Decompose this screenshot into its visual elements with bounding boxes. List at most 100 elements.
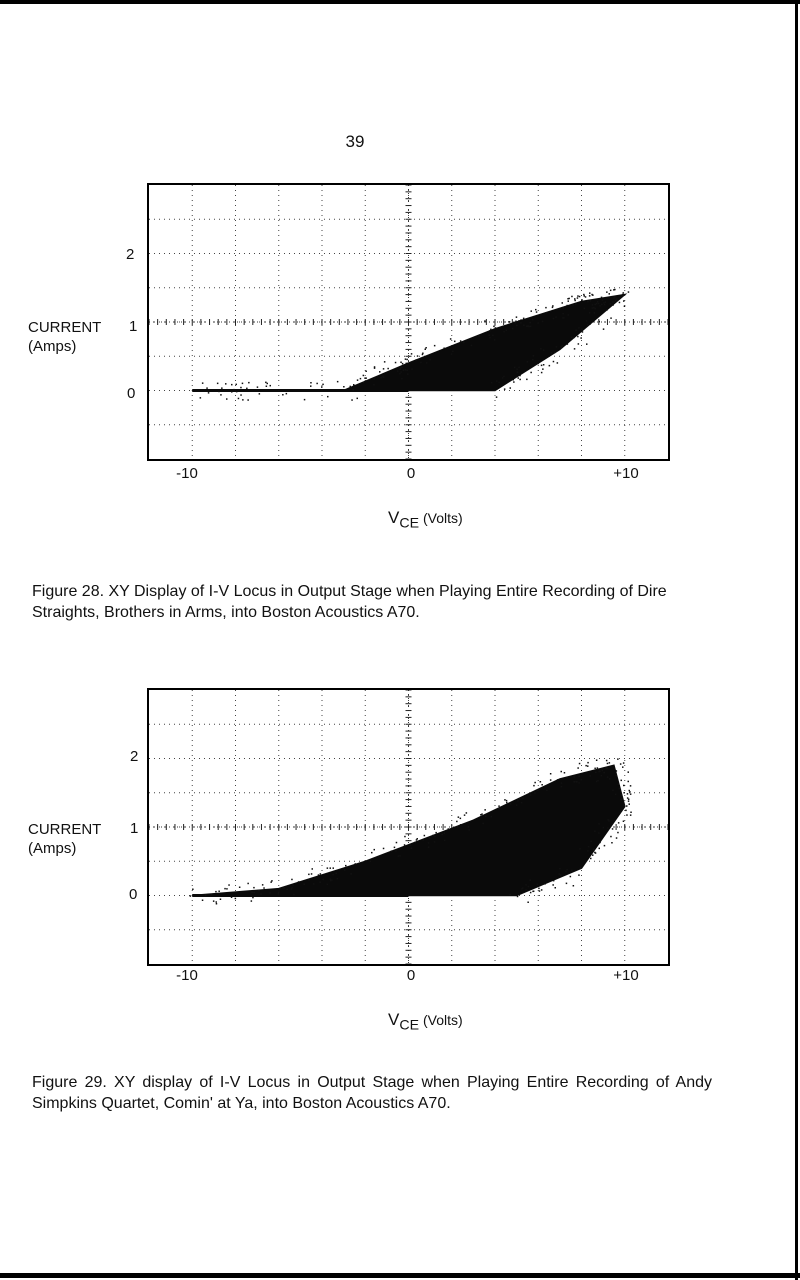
locus-dot [279,887,281,890]
x-axis-label-fig28: VCE (Volts) [388,508,463,532]
locus-dot [373,378,375,380]
locus-dot [577,335,579,338]
locus-dot [234,897,237,900]
locus-dot [231,383,233,386]
locus-dot [560,346,562,348]
locus-dot [293,893,295,896]
locus-dot [527,901,529,903]
locus-dot [587,765,589,767]
locus-dot [443,839,446,842]
locus-dot [560,346,563,349]
locus-dot [411,368,413,370]
locus-dot [587,761,589,764]
locus-dot [594,767,596,770]
locus-dot [577,343,580,345]
locus-dot [597,779,599,782]
locus-dot [622,762,625,764]
locus-dot [256,386,259,388]
locus-dot [603,771,605,774]
locus-dot [399,855,401,857]
locus-dot [468,829,470,831]
locus-dot [390,850,393,852]
locus-dot [379,371,381,373]
locus-dot [518,797,521,800]
locus-dot [503,375,505,378]
locus-dot [583,293,585,296]
locus-dot [404,358,407,360]
locus-dot [535,308,537,311]
locus-dot [308,873,310,876]
locus-dot [562,317,564,319]
locus-dot [425,347,427,349]
locus-dot [253,891,255,894]
locus-dot [577,767,579,769]
locus-dot [580,778,583,781]
locus-dot [397,855,400,857]
y-tick-0: 0 [129,886,138,903]
y-tick-1: 1 [130,820,139,837]
locus-dot [578,762,581,765]
locus-dot [463,341,465,344]
locus-dot [627,291,630,293]
x-tick-minus10: -10 [176,967,198,984]
locus-dot [443,832,446,834]
locus-dot [587,850,589,852]
page-border-right [795,0,798,1280]
locus-dot [581,299,583,301]
locus-dot [527,885,530,888]
locus-dot [362,374,365,377]
locus-dot [595,302,598,305]
locus-dot [598,320,600,323]
locus-dot [513,366,516,369]
locus-dot [614,793,617,796]
locus-dot [602,328,605,330]
locus-dot [545,312,547,314]
locus-dot [490,381,493,384]
locus-dot [578,295,581,298]
locus-dot [615,770,618,772]
locus-dot [529,891,532,894]
locus-dot [614,296,616,298]
locus-dot [246,387,248,390]
locus-dot [456,820,458,823]
locus-dot [613,301,615,303]
locus-dot [591,293,593,296]
locus-dot [221,387,223,389]
locus-dot [558,873,560,875]
locus-dot [237,397,240,400]
locus-dot [326,883,329,886]
locus-dot [578,775,580,777]
locus-dot [596,767,599,769]
locus-dot [359,377,362,380]
locus-dot [566,304,568,307]
locus-dot [578,327,580,329]
locus-dot [489,336,491,339]
locus-dot [617,831,619,834]
locus-dot [595,780,598,783]
locus-dot [266,382,268,385]
locus-dot [573,336,575,339]
locus-dot [250,900,253,902]
locus-dot [210,893,213,896]
locus-dot [235,390,238,393]
locus-dot [556,362,559,364]
locus-dot [240,386,242,389]
locus-dot [345,864,347,867]
locus-dot [407,373,409,375]
locus-dot [465,812,468,814]
locus-dot [585,320,588,322]
locus-dot [603,303,606,306]
locus-dot [493,325,495,328]
locus-dot [526,361,529,363]
locus-dot [583,295,585,297]
locus-dot [612,301,614,303]
locus-dot [454,340,456,343]
locus-dot [332,873,334,876]
locus-dot [369,860,372,863]
locus-dot [189,895,192,897]
locus-dot [515,320,517,322]
locus-dot [218,390,220,393]
locus-dot [593,848,595,851]
locus-dot [611,828,614,830]
locus-dot [291,887,293,889]
